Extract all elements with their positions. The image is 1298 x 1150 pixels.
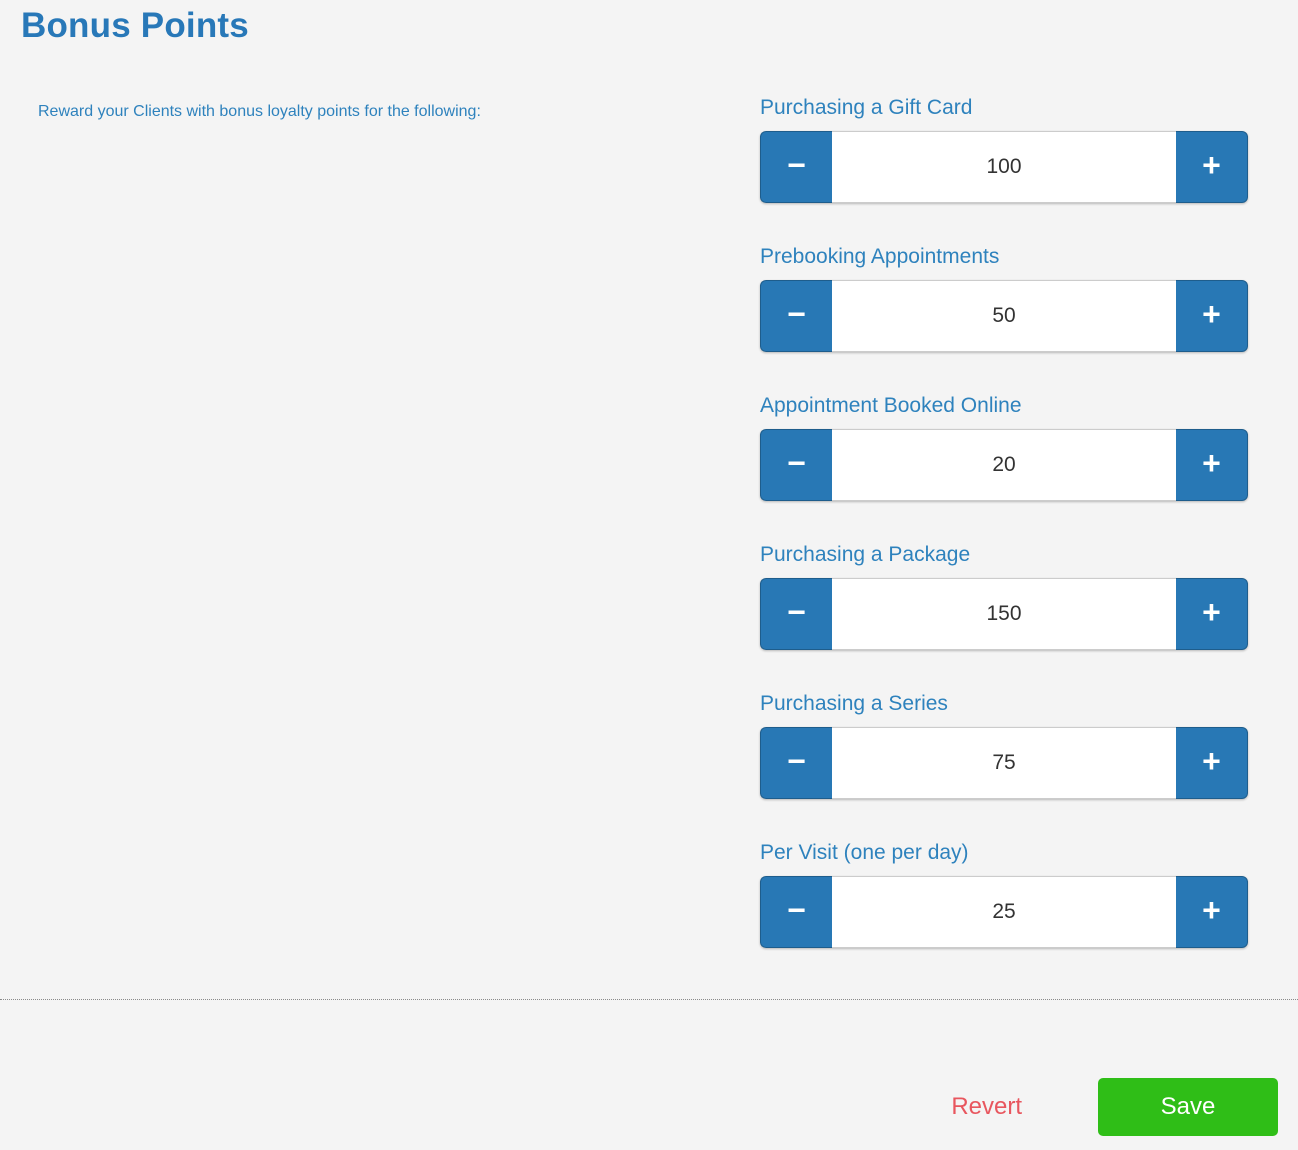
minus-icon: − [787, 594, 806, 630]
minus-icon: − [787, 147, 806, 183]
plus-icon: + [1202, 445, 1221, 481]
plus-icon: + [1202, 147, 1221, 183]
decrement-button[interactable]: − [760, 727, 832, 799]
decrement-button[interactable]: − [760, 429, 832, 501]
plus-icon: + [1202, 743, 1221, 779]
points-input[interactable] [832, 876, 1176, 948]
points-input[interactable] [832, 280, 1176, 352]
stepper-label: Purchasing a Gift Card [760, 96, 973, 119]
stepper-row: Per Visit (one per day) − + [760, 839, 1248, 948]
decrement-button[interactable]: − [760, 876, 832, 948]
page-description: Reward your Clients with bonus loyalty p… [38, 103, 481, 120]
bonus-points-form: Purchasing a Gift Card − + Prebooking Ap… [760, 94, 1248, 988]
points-input[interactable] [832, 578, 1176, 650]
points-stepper: − + [760, 429, 1248, 501]
points-input[interactable] [832, 429, 1176, 501]
page-title: Bonus Points [21, 6, 249, 45]
stepper-row: Purchasing a Package − + [760, 541, 1248, 650]
decrement-button[interactable]: − [760, 578, 832, 650]
points-stepper: − + [760, 131, 1248, 203]
stepper-row: Prebooking Appointments − + [760, 243, 1248, 352]
points-stepper: − + [760, 578, 1248, 650]
revert-link[interactable]: Revert [951, 1093, 1022, 1120]
points-input[interactable] [832, 131, 1176, 203]
stepper-label: Purchasing a Series [760, 692, 948, 715]
plus-icon: + [1202, 296, 1221, 332]
points-stepper: − + [760, 727, 1248, 799]
decrement-button[interactable]: − [760, 280, 832, 352]
points-stepper: − + [760, 280, 1248, 352]
plus-icon: + [1202, 594, 1221, 630]
footer-actions: Revert Save [951, 1078, 1278, 1136]
increment-button[interactable]: + [1176, 280, 1248, 352]
increment-button[interactable]: + [1176, 429, 1248, 501]
stepper-row: Appointment Booked Online − + [760, 392, 1248, 501]
section-divider [0, 999, 1298, 1000]
stepper-row: Purchasing a Series − + [760, 690, 1248, 799]
stepper-label: Appointment Booked Online [760, 394, 1022, 417]
stepper-label: Per Visit (one per day) [760, 841, 969, 864]
increment-button[interactable]: + [1176, 727, 1248, 799]
stepper-row: Purchasing a Gift Card − + [760, 94, 1248, 203]
minus-icon: − [787, 296, 806, 332]
minus-icon: − [787, 743, 806, 779]
points-input[interactable] [832, 727, 1176, 799]
increment-button[interactable]: + [1176, 131, 1248, 203]
plus-icon: + [1202, 892, 1221, 928]
minus-icon: − [787, 445, 806, 481]
save-button[interactable]: Save [1098, 1078, 1278, 1136]
increment-button[interactable]: + [1176, 876, 1248, 948]
stepper-label: Prebooking Appointments [760, 245, 1000, 268]
increment-button[interactable]: + [1176, 578, 1248, 650]
points-stepper: − + [760, 876, 1248, 948]
stepper-label: Purchasing a Package [760, 543, 971, 566]
minus-icon: − [787, 892, 806, 928]
decrement-button[interactable]: − [760, 131, 832, 203]
